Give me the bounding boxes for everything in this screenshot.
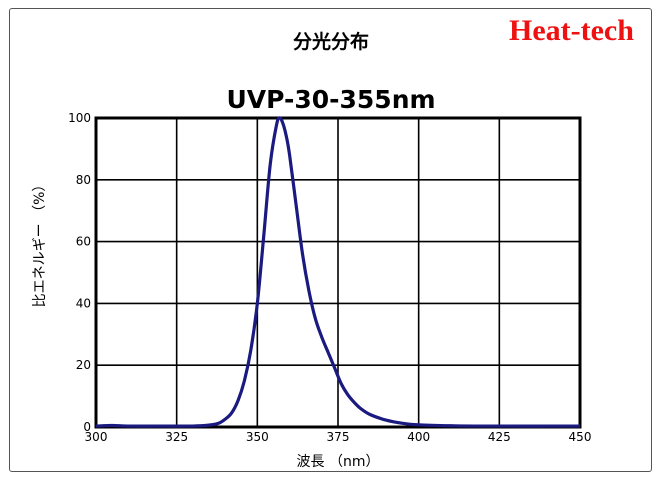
x-tick-label: 400 — [407, 430, 430, 444]
y-tick-label: 60 — [76, 235, 91, 249]
x-tick-label: 375 — [327, 430, 350, 444]
chart-subtitle: UVP-30-355nm — [226, 85, 436, 114]
x-tick-label: 450 — [569, 430, 592, 444]
y-tick-label: 0 — [83, 420, 91, 434]
chart-frame — [9, 8, 652, 472]
y-tick-label: 20 — [76, 358, 91, 372]
y-tick-label: 40 — [76, 296, 91, 310]
brand-logo: Heat-tech — [509, 14, 634, 47]
y-tick-label: 80 — [76, 173, 91, 187]
spectrum-line — [95, 116, 581, 428]
x-tick-label: 350 — [246, 430, 269, 444]
x-tick-label: 325 — [165, 430, 188, 444]
x-axis-label: 波長 （nm） — [297, 454, 380, 470]
y-tick-label: 100 — [68, 111, 91, 125]
x-tick-label: 300 — [85, 430, 108, 444]
x-tick-label: 425 — [488, 430, 511, 444]
chart-title: 分光分布 — [292, 31, 369, 53]
plot-border — [94, 116, 582, 429]
y-axis-label: 比エネルギー （%） — [32, 178, 48, 308]
